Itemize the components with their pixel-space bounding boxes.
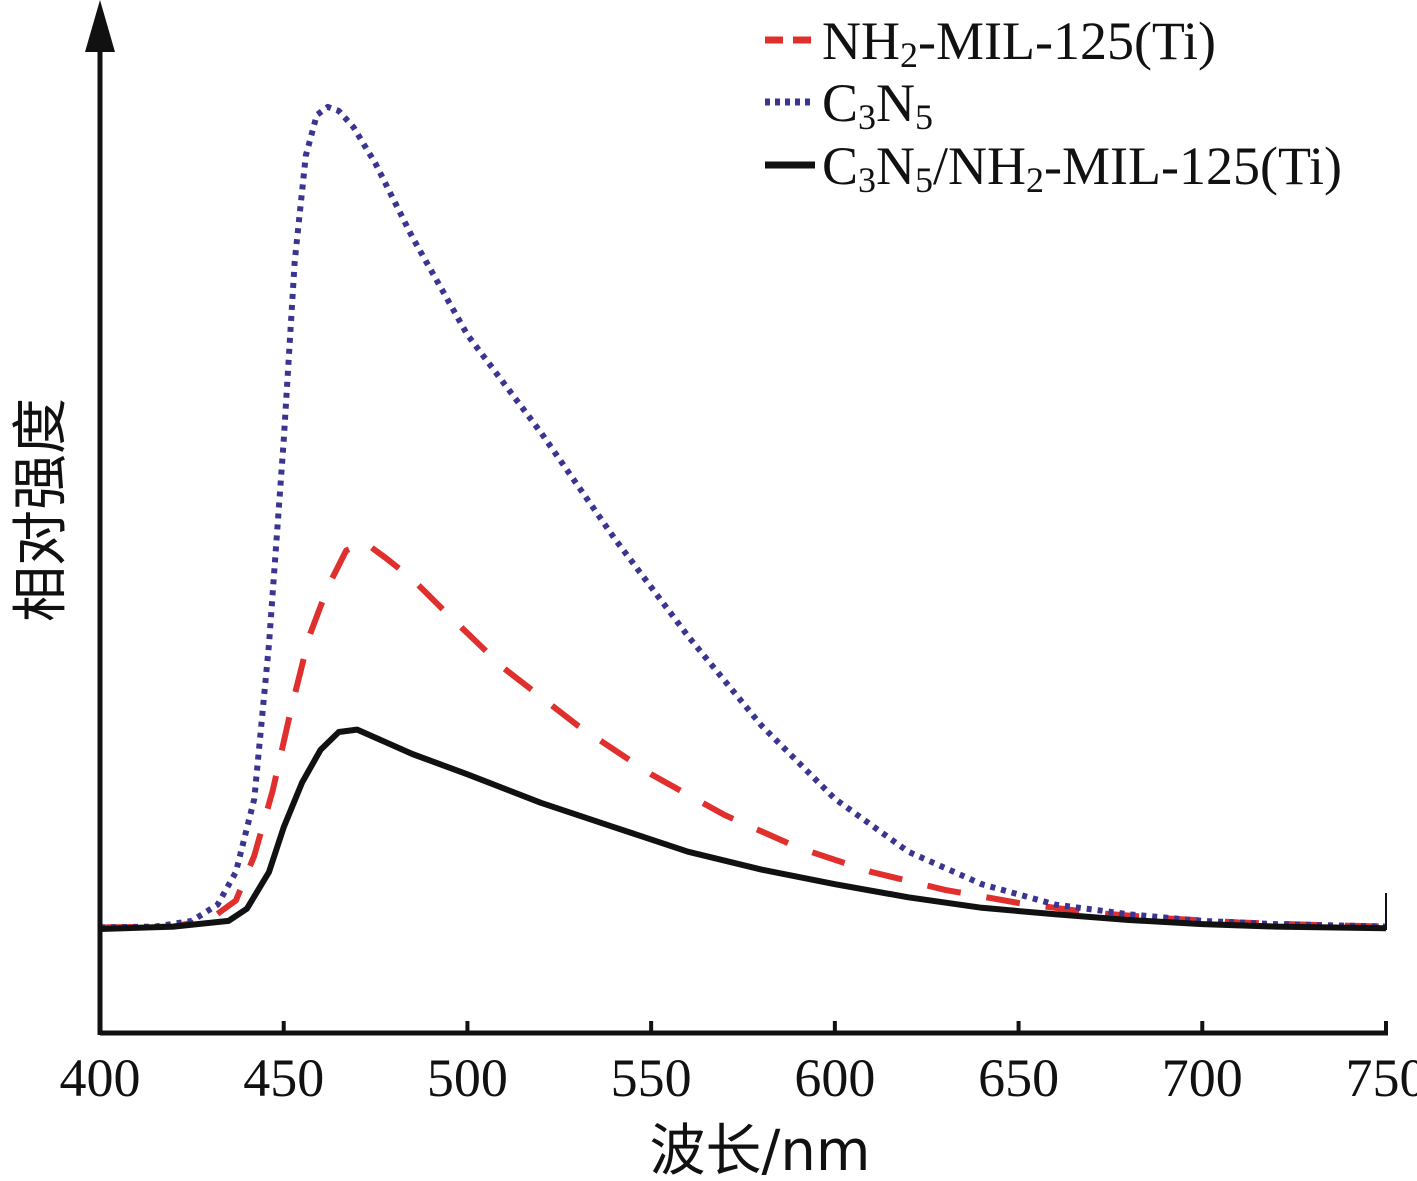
legend-label-2: C3N5 <box>822 73 933 137</box>
y-axis-title: 相对强度 <box>9 398 74 622</box>
x-tick-label: 400 <box>60 1048 141 1108</box>
series-line-1 <box>99 539 1387 931</box>
series-line-2 <box>99 103 1387 931</box>
x-tick-label: 450 <box>243 1048 324 1108</box>
x-axis-ticks: 400 450 500 550 600 650 700 750 <box>60 1021 1417 1108</box>
legend-label-3: C3N5/NH2-MIL-125(Ti) <box>822 136 1342 200</box>
x-tick-label: 500 <box>427 1048 508 1108</box>
x-tick-label: 600 <box>794 1048 875 1108</box>
axes <box>85 0 1388 1036</box>
series-line-3 <box>99 726 1387 932</box>
x-tick-label: 550 <box>611 1048 692 1108</box>
x-tick-label: 650 <box>978 1048 1059 1108</box>
x-tick-label: 700 <box>1162 1048 1243 1108</box>
y-axis-arrow-icon <box>85 0 115 52</box>
x-tick-label: 750 <box>1346 1048 1417 1108</box>
x-axis-title: 波长/nm <box>650 1119 871 1181</box>
plot-series <box>99 103 1387 932</box>
legend-label-1: NH2-MIL-125(Ti) <box>822 11 1216 75</box>
